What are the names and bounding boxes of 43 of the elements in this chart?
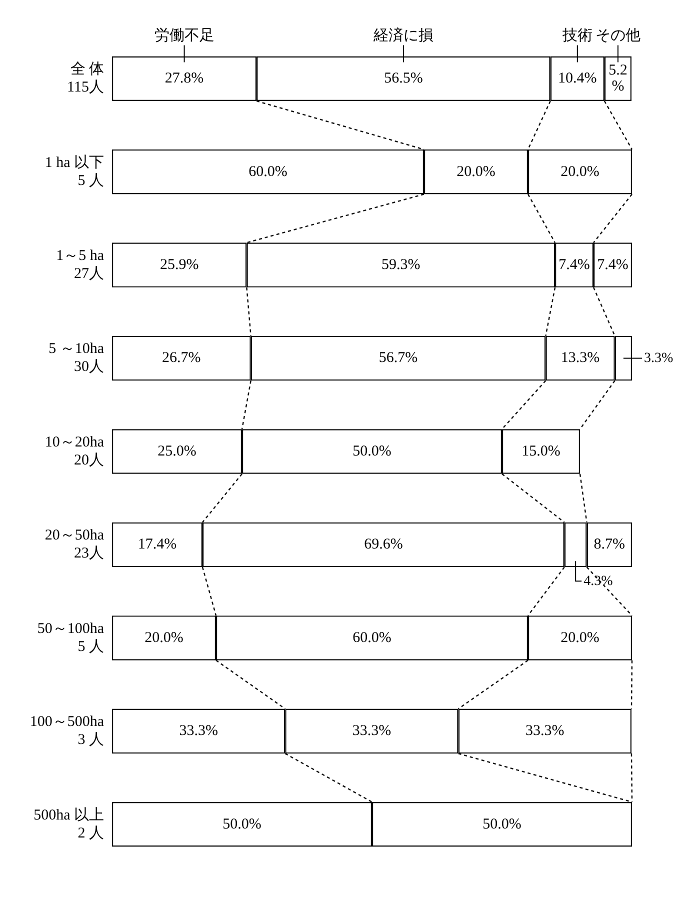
data-label: 15.0% xyxy=(522,443,560,460)
y-tick-label: 100～500ha 3 人 xyxy=(30,714,104,748)
data-label: 20.0% xyxy=(456,164,496,180)
data-label: 3.3% xyxy=(644,350,674,366)
series-label: 労働不足 xyxy=(154,27,214,44)
series-label: 技術 xyxy=(561,27,592,44)
data-label: 7.4% xyxy=(558,256,590,273)
data-label: 20.0% xyxy=(560,164,600,180)
y-tick-label: 5 ～10ha 30人 xyxy=(48,341,104,376)
y-tick-label: 1 ha 以下 5 人 xyxy=(44,154,104,189)
data-label: 25.9% xyxy=(160,256,199,273)
data-label: 13.3% xyxy=(560,350,600,366)
data-label: 27.8% xyxy=(164,70,204,87)
data-label: 69.6% xyxy=(364,536,403,553)
data-label: 60.0% xyxy=(352,630,392,646)
data-label: 20.0% xyxy=(560,630,600,646)
data-label: 20.0% xyxy=(144,630,184,646)
data-label: 59.3% xyxy=(381,256,420,273)
series-label: 経済に損 xyxy=(372,27,434,44)
data-label: 50.0% xyxy=(352,443,392,460)
data-label: 17.4% xyxy=(138,536,177,553)
data-label: 5.2 % xyxy=(608,62,628,94)
y-tick-label: 20～50ha 23人 xyxy=(44,528,104,562)
data-label: 60.0% xyxy=(248,164,288,180)
data-label: 7.4% xyxy=(597,256,628,273)
data-label: 33.3% xyxy=(526,723,564,740)
y-tick-label: 全 体 115人 xyxy=(67,60,104,96)
y-tick-label: 50～100ha 5 人 xyxy=(37,620,104,655)
series-label: その他 xyxy=(595,27,640,44)
data-label: 25.0% xyxy=(158,443,196,460)
data-label: 33.3% xyxy=(179,723,218,740)
data-label: 4.3% xyxy=(584,574,614,589)
data-label: 50.0% xyxy=(222,816,262,832)
data-label: 8.7% xyxy=(594,536,626,553)
y-tick-label: 10～20ha 20人 xyxy=(44,434,104,468)
data-label: 26.7% xyxy=(162,350,201,366)
data-label: 56.7% xyxy=(378,350,418,366)
data-label: 10.4% xyxy=(558,70,597,87)
data-label: 56.5% xyxy=(384,70,423,87)
data-label: 33.3% xyxy=(352,723,392,740)
data-label: 50.0% xyxy=(482,816,522,832)
y-tick-label: 1～5 ha 27人 xyxy=(56,248,104,282)
y-tick-label: 500ha 以上 2 人 xyxy=(34,806,104,842)
